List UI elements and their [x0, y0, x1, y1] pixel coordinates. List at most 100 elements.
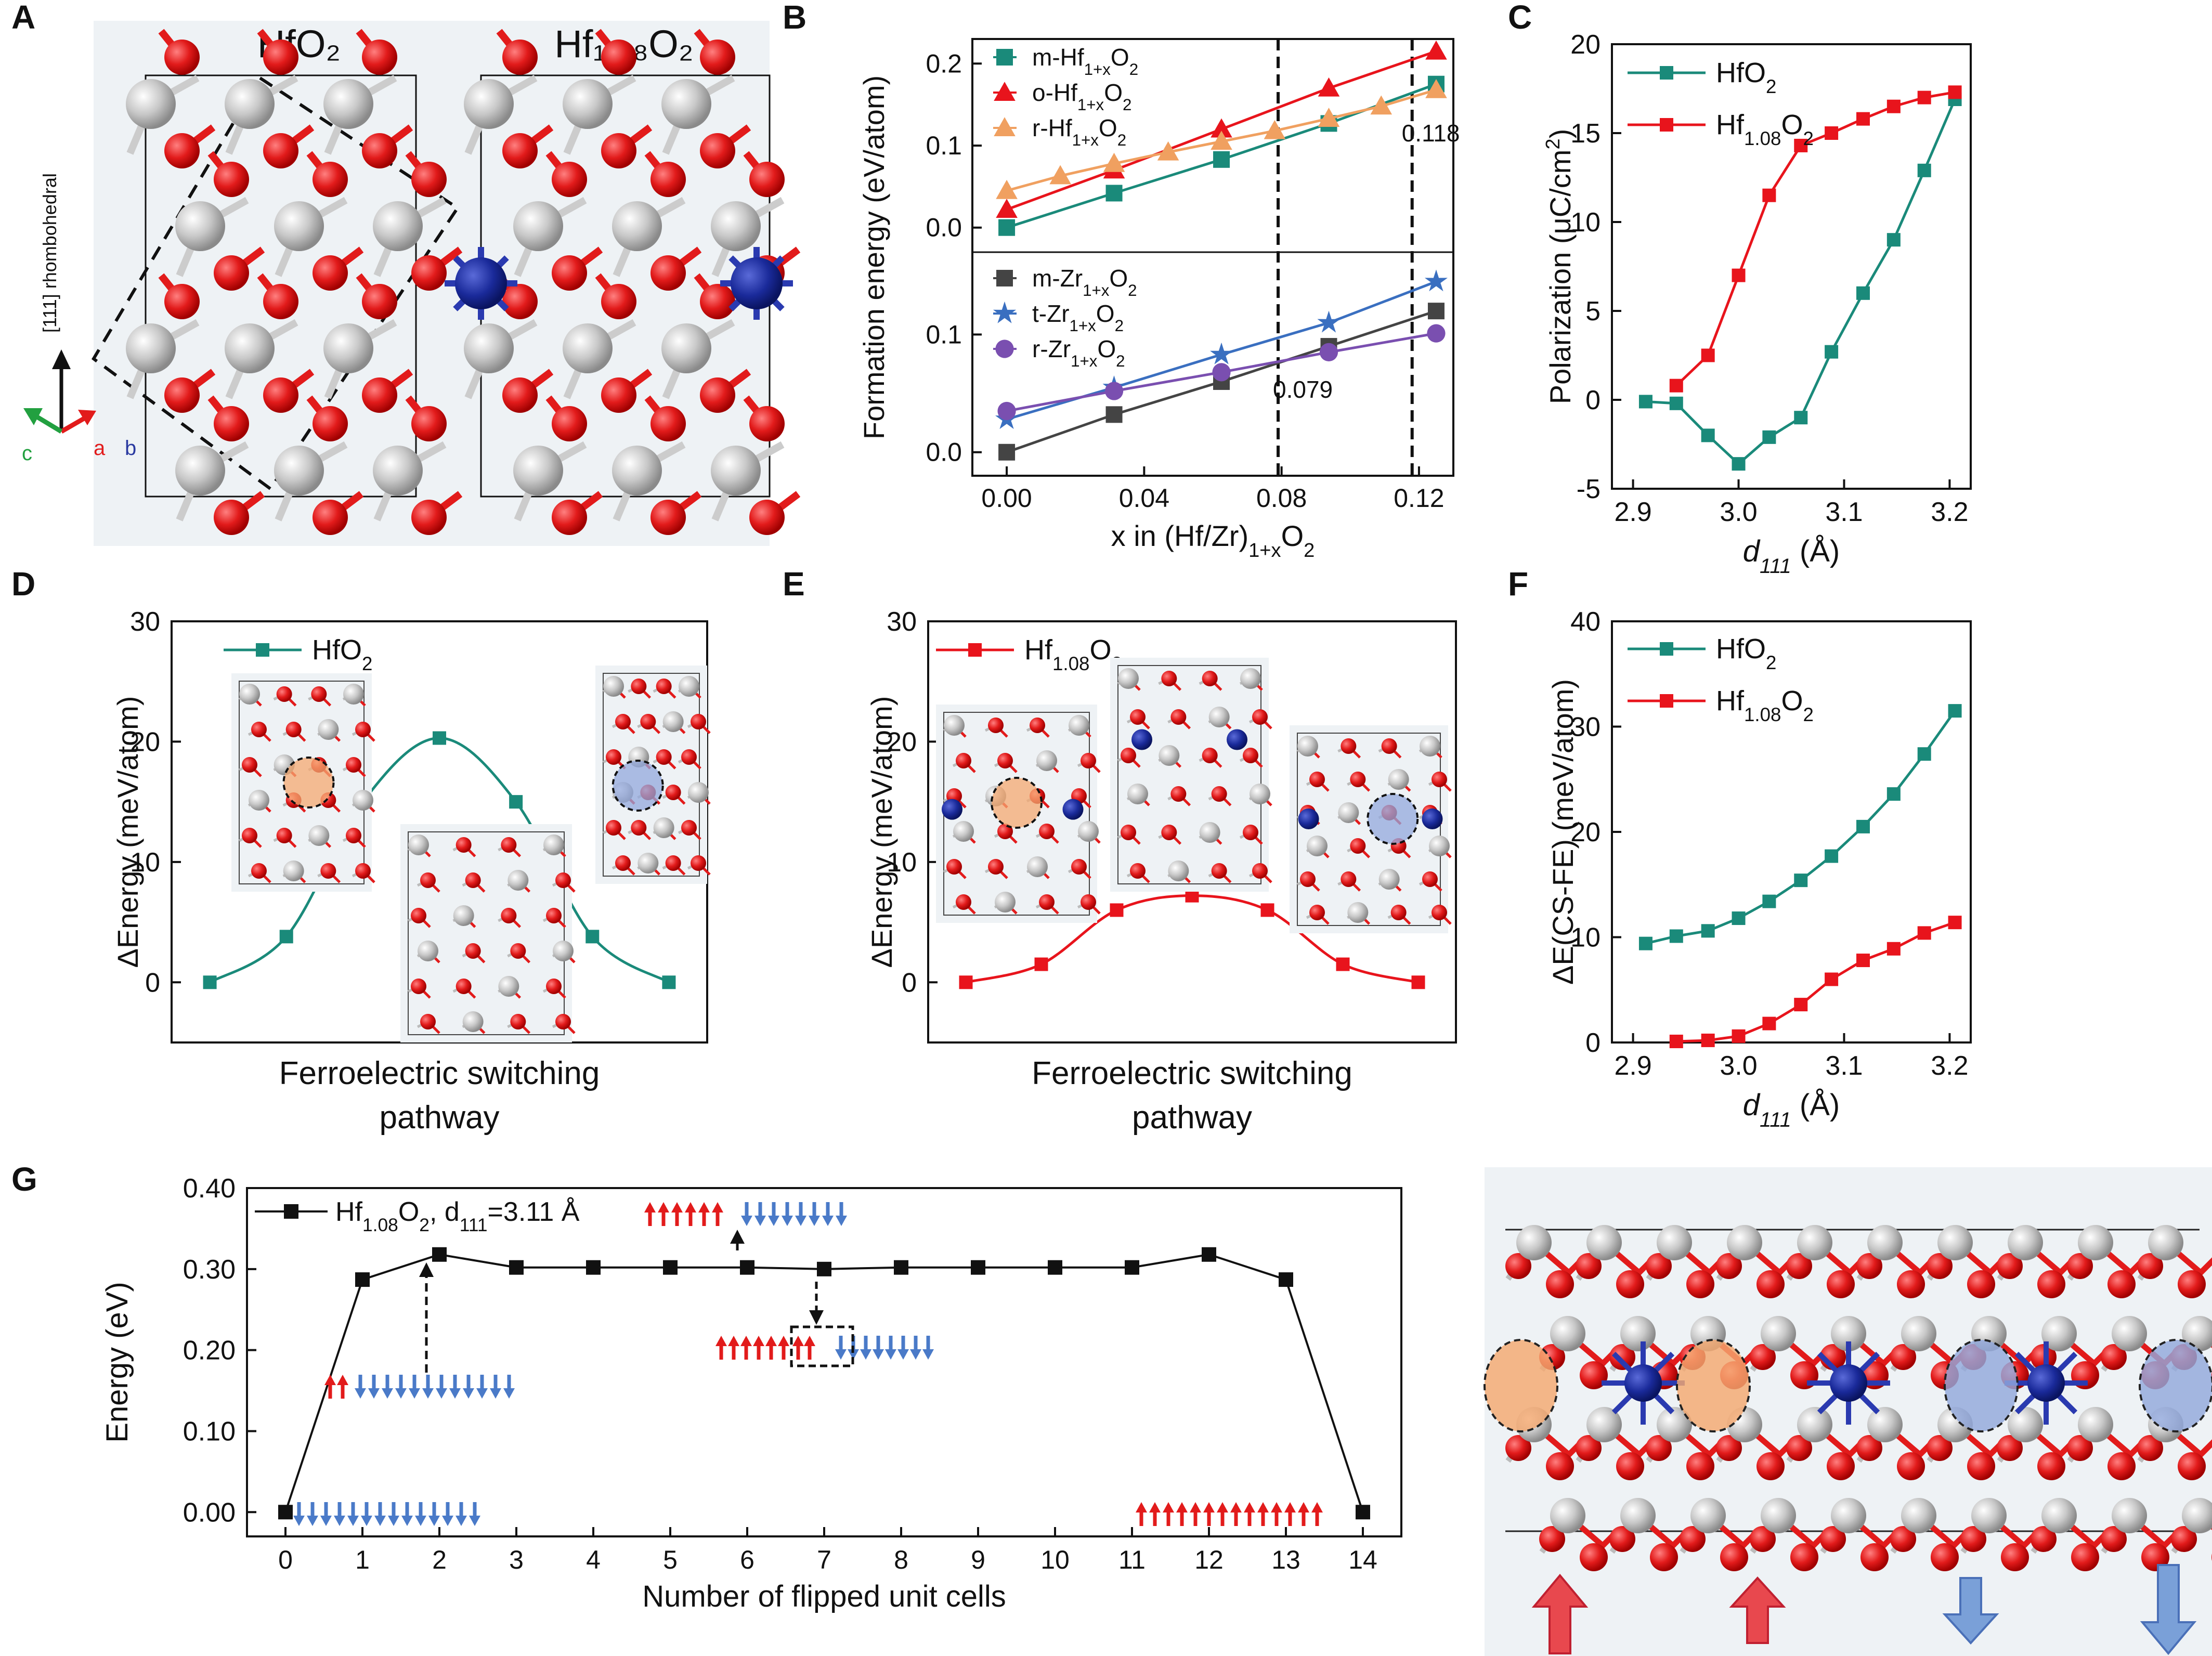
- square-marker: [1886, 787, 1901, 801]
- o-atom: [313, 255, 348, 291]
- x-tick-label: 2: [432, 1545, 447, 1574]
- square-marker: [1886, 99, 1901, 113]
- square-marker: [817, 1261, 831, 1276]
- down-arrow-icon: [848, 1349, 859, 1360]
- series-line: [1675, 90, 1955, 387]
- o-atom: [263, 40, 298, 75]
- hf-atom: [1297, 736, 1318, 757]
- o-atom: [691, 714, 706, 729]
- square-marker: [971, 1260, 985, 1275]
- o-atom: [988, 718, 1004, 733]
- hf-atom: [1797, 1407, 1832, 1442]
- hf-atom: [563, 323, 613, 373]
- o-atom: [749, 500, 785, 535]
- o-atom: [956, 894, 971, 910]
- dopant-atom: [942, 799, 962, 820]
- hf-atom: [2041, 1498, 2077, 1533]
- up-arrow-icon: [804, 1336, 815, 1346]
- up-arrow-icon: [698, 1202, 710, 1212]
- y-tick-label: 0.1: [926, 320, 962, 349]
- o-atom: [1432, 905, 1447, 920]
- square-marker: [1948, 85, 1962, 99]
- hf-atom: [1118, 668, 1139, 689]
- hf-atom: [408, 834, 429, 855]
- o-atom: [2067, 1435, 2093, 1461]
- hf-atom: [637, 853, 659, 873]
- o-atom: [1890, 1344, 1916, 1370]
- o-atom: [502, 284, 538, 319]
- o-atom: [242, 757, 257, 773]
- o-atom: [1576, 1253, 1602, 1279]
- hf-atom: [662, 711, 684, 732]
- o-atom: [1856, 1253, 1882, 1279]
- o-atom: [1680, 1526, 1706, 1552]
- hf-atom: [2112, 1498, 2147, 1533]
- triangle-marker: [1318, 77, 1340, 97]
- square-marker: [509, 1260, 524, 1275]
- hf-atom: [612, 446, 662, 496]
- x-tick-label: 0.08: [1256, 484, 1307, 513]
- x-tick-label: 3.1: [1825, 1051, 1863, 1081]
- o-atom: [1121, 748, 1136, 763]
- down-arrow-icon: [795, 1216, 806, 1226]
- legend-label: m-Hf1+xO2: [1032, 44, 1138, 79]
- hf-atom: [1620, 1498, 1656, 1533]
- inset-unit-cell: [603, 673, 700, 877]
- up-arrow-icon: [658, 1202, 669, 1212]
- panel-letter-C: C: [1508, 0, 1532, 36]
- hf-atom: [283, 860, 304, 881]
- series-line: [1676, 921, 1956, 1043]
- dopant-atom: [1298, 809, 1319, 829]
- o-atom: [411, 406, 447, 441]
- o-atom: [631, 820, 647, 836]
- dopant-atom: [731, 257, 783, 309]
- panel-a-crystal-structures: HfO₂ Hf₁.₀₈O₂ [111] rhombohedral c a b: [22, 21, 801, 546]
- o-atom: [1350, 772, 1366, 787]
- o-atom: [313, 406, 348, 441]
- y-tick-label: 10: [130, 847, 160, 878]
- o-atom: [1609, 1526, 1635, 1552]
- o-atom: [650, 162, 686, 197]
- o-atom: [1546, 1270, 1574, 1298]
- y-tick-label: 0.10: [183, 1416, 236, 1446]
- dopant-atom: [1062, 799, 1084, 820]
- down-arrow-icon: [910, 1349, 921, 1360]
- axis-b-label: b: [125, 437, 136, 460]
- square-marker: [1669, 929, 1683, 943]
- o-atom: [1716, 1435, 1742, 1461]
- x-tick-label: 0.12: [1394, 484, 1444, 513]
- legend-label: r-Zr1+xO2: [1032, 335, 1125, 370]
- hf-atom: [343, 684, 364, 705]
- o-atom: [411, 162, 447, 197]
- y-tick-label: 0.0: [926, 213, 962, 242]
- y-tick-label: 0: [1585, 1028, 1601, 1058]
- legend-label: Hf1.08O2: [1024, 634, 1122, 674]
- o-atom: [1350, 838, 1366, 854]
- y-tick-label: 0.0: [926, 438, 962, 467]
- circle-marker: [995, 340, 1014, 358]
- down-arrow-icon: [490, 1388, 501, 1399]
- x-axis-label: d111 (Å): [1743, 1088, 1840, 1131]
- hf-atom: [1550, 1498, 1585, 1533]
- hf-atom: [373, 446, 423, 496]
- circle-marker: [1212, 363, 1231, 382]
- up-arrow-icon: [1190, 1502, 1201, 1512]
- hf-atom: [353, 790, 373, 811]
- y-tick-label: 10: [887, 847, 917, 878]
- up-arrow-icon: [1163, 1502, 1174, 1512]
- hf-atom: [323, 79, 373, 129]
- legend-label: t-Zr1+xO2: [1032, 300, 1124, 335]
- o-atom: [555, 1014, 571, 1029]
- o-atom: [1039, 824, 1055, 839]
- o-atom: [502, 133, 538, 168]
- highlight-oxygen-site: [1367, 793, 1419, 845]
- o-atom: [362, 377, 397, 413]
- square-marker: [278, 1505, 293, 1520]
- chart-d-hfo2-switching: 0 10 20 30 ΔEnergy (meV/atom) Ferroelectric s…: [111, 607, 711, 1136]
- down-arrow-icon: [428, 1516, 440, 1526]
- square-marker: [1762, 430, 1776, 444]
- triangle-marker: [1318, 108, 1340, 127]
- triangle-marker: [1425, 40, 1447, 60]
- o-atom: [502, 377, 538, 413]
- down-arrow-icon: [768, 1216, 779, 1226]
